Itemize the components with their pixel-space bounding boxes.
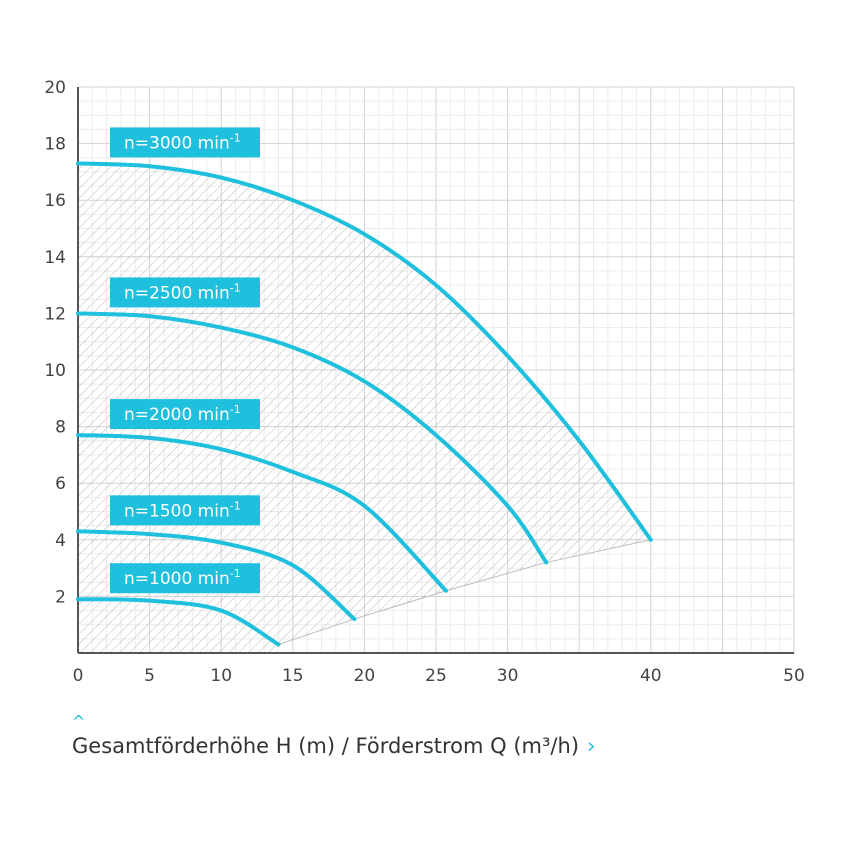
caption: Gesamtförderhöhe H (m) / Förderstrom Q (… — [72, 734, 595, 758]
series-label-badge — [110, 563, 260, 594]
x-tick-label: 20 — [354, 666, 376, 686]
y-tick-label: 4 — [55, 531, 66, 551]
x-tick-label: 50 — [783, 666, 805, 686]
caption-text: Gesamtförderhöhe H (m) / Förderstrom Q (… — [72, 734, 580, 758]
series-label-text: n=3000 min-1 — [124, 131, 241, 153]
y-tick-label: 2 — [55, 587, 66, 607]
x-tick-label: 0 — [73, 666, 84, 686]
x-tick-label: 5 — [144, 666, 155, 686]
series-label: n=1000 min-1 — [110, 563, 260, 594]
series-label-badge — [110, 277, 260, 308]
y-tick-label: 10 — [44, 361, 66, 381]
y-tick-label: 12 — [44, 304, 66, 324]
y-tick-label: 16 — [44, 191, 66, 211]
series-label-badge — [110, 495, 260, 526]
chevron-up-icon[interactable]: ^ — [72, 712, 86, 731]
series-label-sup: -1 — [230, 499, 241, 512]
series-line — [76, 161, 653, 542]
axes — [77, 87, 794, 654]
x-tick-label: 15 — [282, 666, 304, 686]
y-tick-labels: 2 4 6 8 10 12 14 16 18 20 — [44, 78, 66, 607]
x-tick-labels: 0 5 10 15 20 25 30 40 50 — [73, 666, 805, 686]
y-tick-label: 6 — [55, 474, 66, 494]
series-label-text: n=2000 min-1 — [124, 403, 241, 425]
series-label: n=2500 min-1 — [110, 277, 260, 308]
series-label-text: n=2500 min-1 — [124, 281, 241, 303]
series-label: n=3000 min-1 — [110, 127, 260, 158]
y-tick-label: 20 — [44, 78, 66, 98]
y-tick-label: 14 — [44, 248, 66, 268]
x-tick-label: 30 — [497, 666, 519, 686]
series-label-sup: -1 — [230, 281, 241, 294]
series-label: n=1500 min-1 — [110, 495, 260, 526]
series-label-text: n=1000 min-1 — [124, 567, 241, 589]
y-tick-label: 18 — [44, 135, 66, 155]
x-tick-label: 40 — [640, 666, 662, 686]
series-line — [76, 433, 449, 593]
x-tick-label: 10 — [210, 666, 232, 686]
chevron-right-icon[interactable]: › — [587, 734, 596, 758]
x-tick-label: 25 — [425, 666, 447, 686]
series-label-badge — [110, 127, 260, 158]
series-label-text: n=1500 min-1 — [124, 499, 241, 521]
y-tick-label: 8 — [55, 418, 66, 438]
speed-labels: n=3000 min-1 n=2500 min-1 n=2000 min-1 n=15… — [110, 127, 260, 594]
series-label-sup: -1 — [230, 567, 241, 580]
curves — [76, 161, 653, 647]
series-line — [76, 311, 549, 565]
series-label-badge — [110, 399, 260, 430]
series-label: n=2000 min-1 — [110, 399, 260, 430]
series-label-sup: -1 — [230, 131, 241, 144]
series-line — [76, 529, 357, 622]
series-line — [76, 597, 281, 647]
series-label-sup: -1 — [230, 403, 241, 416]
